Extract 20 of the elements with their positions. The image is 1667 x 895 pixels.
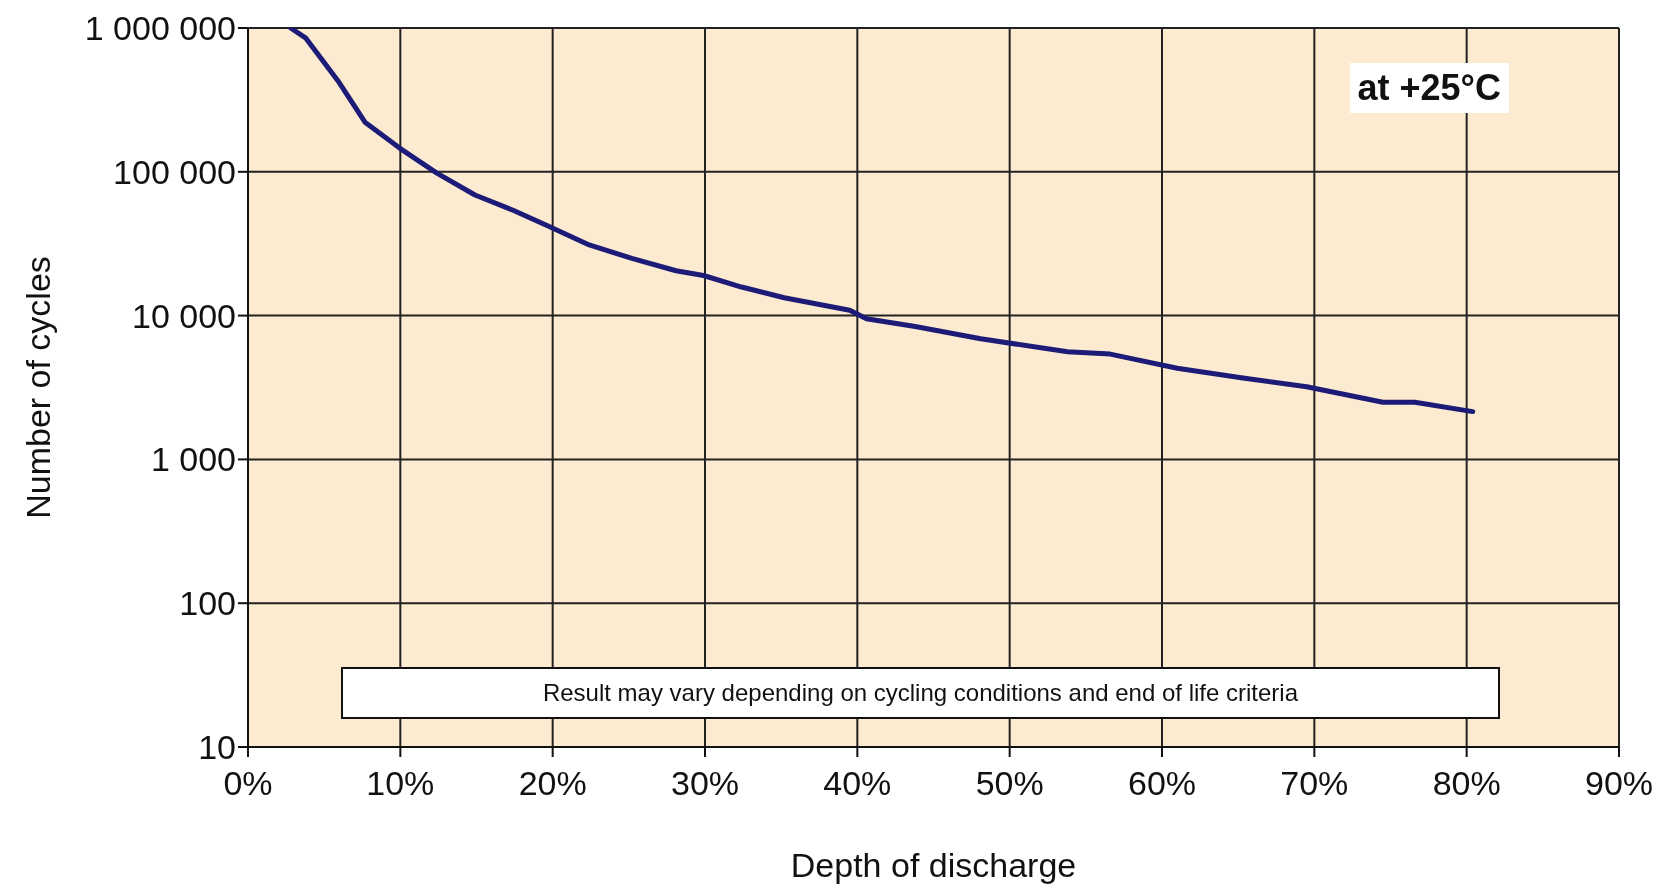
y-tick-label: 10 000 <box>132 296 236 335</box>
y-tick-label: 100 000 <box>113 152 236 191</box>
x-tick-label: 20% <box>518 764 587 803</box>
x-tick-label: 70% <box>1280 764 1349 803</box>
y-tick-label: 100 <box>179 584 236 623</box>
x-axis-title: Depth of discharge <box>790 846 1077 884</box>
y-tick-label: 1 000 <box>150 440 236 479</box>
x-tick-label: 30% <box>670 764 740 803</box>
y-tick-label: 1 000 000 <box>84 9 236 48</box>
x-tick-label: 60% <box>1127 764 1197 803</box>
x-tick-label: 80% <box>1432 764 1501 803</box>
x-tick-label: 90% <box>1584 764 1654 803</box>
note-box: at +25°C <box>1349 63 1509 113</box>
note-box: Result may vary depending on cycling conditions and end of life criteria <box>341 667 1500 719</box>
x-tick-label: 50% <box>975 764 1044 803</box>
y-tick-label: 10 <box>198 728 236 767</box>
x-tick-label: 10% <box>366 764 435 803</box>
x-tick-label: 0% <box>223 764 273 803</box>
y-axis-title: Number of cycles <box>19 256 58 519</box>
x-tick-label: 40% <box>823 764 892 803</box>
